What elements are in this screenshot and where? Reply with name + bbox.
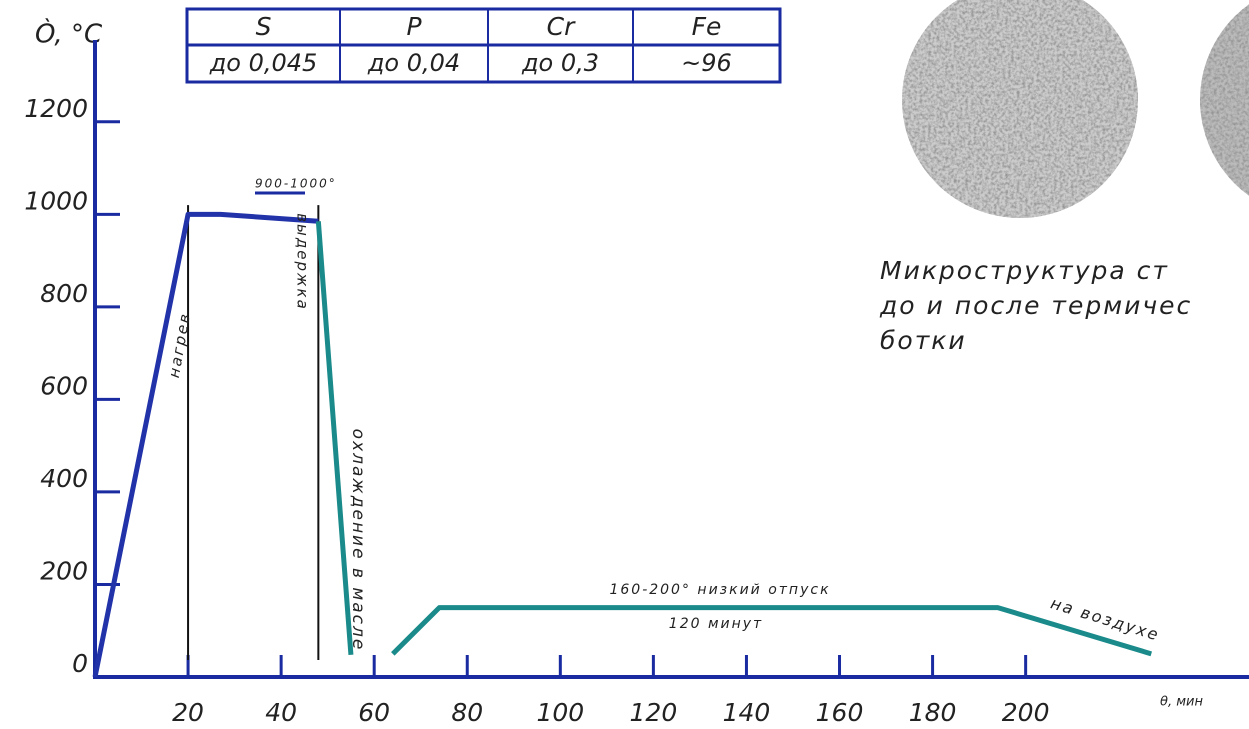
x-tick-label: 180 — [909, 698, 957, 727]
x-tick-label: 80 — [451, 698, 483, 727]
x-tick-label: 100 — [536, 698, 584, 727]
y-tick-label: 1000 — [24, 186, 88, 215]
x-tick-label: 200 — [1002, 698, 1050, 727]
x-tick-label: 20 — [172, 698, 204, 727]
y-tick-label: 1200 — [24, 94, 88, 123]
x-tick-label: 40 — [265, 698, 297, 727]
series-line — [95, 214, 318, 677]
annotation: выдержка — [294, 213, 312, 311]
annotation: 900-1000° — [255, 177, 337, 191]
table-header: Fe — [692, 12, 722, 41]
table-cell: до 0,04 — [367, 49, 460, 77]
caption-line: до и после термичес — [879, 291, 1192, 320]
micrograph — [900, 0, 1249, 220]
y-tick-label: 400 — [40, 464, 88, 493]
series-line — [318, 221, 351, 655]
x-tick-label: 160 — [816, 698, 864, 727]
y-tick-label: 200 — [40, 556, 88, 585]
y-tick-label: 600 — [40, 371, 88, 400]
table-header: Cr — [547, 12, 576, 41]
page: Микроструктура ст до и после термичес бо… — [0, 0, 1249, 729]
annotation: 160-200° низкий отпуск — [609, 582, 830, 598]
x-tick-label: 60 — [358, 698, 390, 727]
y-tick-label: 0 — [72, 649, 88, 678]
table-cell: ~96 — [681, 49, 732, 77]
y-tick-label: 800 — [40, 279, 88, 308]
table-cell: до 0,3 — [521, 49, 599, 77]
caption-line: ботки — [880, 326, 967, 355]
annotation: охлаждение в масле — [348, 429, 368, 652]
annotation: 120 минут — [669, 616, 763, 632]
x-axis-label: θ, мин — [1160, 695, 1203, 710]
series-line — [393, 608, 1151, 654]
x-tick-label: 120 — [630, 698, 678, 727]
annotation: на воздухе — [1049, 593, 1163, 644]
annotation: нагрев — [165, 311, 194, 380]
caption-line: Микроструктура ст — [880, 256, 1169, 285]
chart: Микроструктура ст до и после термичес бо… — [0, 0, 1249, 729]
table-header: S — [256, 12, 272, 41]
table-header: P — [406, 12, 422, 41]
table-cell: до 0,045 — [209, 49, 318, 77]
y-axis-label: Ò, °C — [35, 18, 103, 50]
x-tick-label: 140 — [723, 698, 771, 727]
